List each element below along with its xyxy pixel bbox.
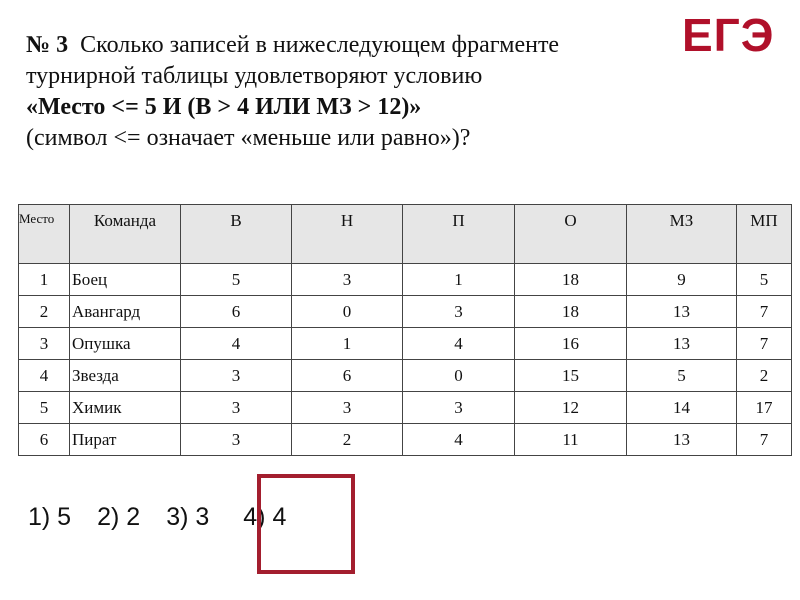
table-cell: 7 (736, 423, 792, 456)
table-cell: Опушка (69, 327, 181, 360)
table-cell: 1 (402, 263, 515, 296)
question-line-1: Сколько записей в нижеследующем фрагмент… (80, 32, 560, 58)
selected-answer-frame (257, 474, 355, 574)
table-row: 5 Химик 3 3 3 12 14 17 (18, 391, 792, 424)
tournament-table: Место Команда В Н П О МЗ МП 1 Боец 5 3 1 18 9 5 2 Аванга… (18, 204, 792, 456)
table-cell: 0 (291, 295, 403, 328)
table-cell: 13 (626, 295, 737, 328)
table-cell: 7 (736, 327, 792, 360)
table-cell: 3 (18, 327, 70, 360)
question-text: № 3 Сколько записей в нижеследующем фраг… (26, 30, 666, 154)
table-cell: 9 (626, 263, 737, 296)
answer-options: 1) 5 2) 2 3) 3 4) 4 (28, 503, 286, 532)
table-cell: 18 (514, 263, 627, 296)
table-cell: 14 (626, 391, 737, 424)
ege-logo: ЕГЭ (682, 9, 775, 61)
table-row: 3 Опушка 4 1 4 16 13 7 (18, 327, 792, 360)
table-cell: 15 (514, 359, 627, 392)
column-header: МЗ (626, 204, 737, 264)
table-cell: 2 (736, 359, 792, 392)
table-cell: 3 (180, 359, 292, 392)
table-cell: 18 (514, 295, 627, 328)
column-header: О (514, 204, 627, 264)
table-cell: 3 (402, 295, 515, 328)
table-cell: 2 (291, 423, 403, 456)
table-cell: 3 (180, 423, 292, 456)
table-cell: Звезда (69, 359, 181, 392)
answer-option-4[interactable]: 4) 4 (243, 503, 287, 531)
question-number: № 3 (26, 32, 69, 58)
answer-option-1[interactable]: 1) 5 (28, 503, 72, 531)
table-row: 6 Пират 3 2 4 11 13 7 (18, 423, 792, 456)
column-header: В (180, 204, 292, 264)
column-header: П (402, 204, 515, 264)
table-cell: 6 (180, 295, 292, 328)
table-cell: 11 (514, 423, 627, 456)
question-note: (символ <= означает «меньше или равно»)? (26, 125, 471, 151)
table-cell: Боец (69, 263, 181, 296)
table-cell: 3 (402, 391, 515, 424)
table-cell: 6 (18, 423, 70, 456)
question-line-2: турнирной таблицы удовлетворяют условию (26, 63, 483, 89)
table-cell: 5 (180, 263, 292, 296)
answer-option-2[interactable]: 2) 2 (97, 503, 141, 531)
table-cell: 12 (514, 391, 627, 424)
table-cell: 3 (180, 391, 292, 424)
question-condition: «Место <= 5 И (В > 4 ИЛИ МЗ > 12)» (26, 94, 422, 120)
table-cell: 13 (626, 423, 737, 456)
table-cell: 3 (291, 391, 403, 424)
table-cell: 16 (514, 327, 627, 360)
table-cell: Пират (69, 423, 181, 456)
table-cell: 5 (18, 391, 70, 424)
table-cell: Авангард (69, 295, 181, 328)
table-cell: 1 (18, 263, 70, 296)
column-header: Н (291, 204, 403, 264)
table-cell: 4 (180, 327, 292, 360)
table-cell: 4 (402, 327, 515, 360)
table-cell: 3 (291, 263, 403, 296)
table-cell: 17 (736, 391, 792, 424)
table-row: 2 Авангард 6 0 3 18 13 7 (18, 295, 792, 328)
answer-option-3[interactable]: 3) 3 (166, 503, 210, 531)
table-row: 1 Боец 5 3 1 18 9 5 (18, 263, 792, 296)
table-cell: 5 (626, 359, 737, 392)
table-cell: 13 (626, 327, 737, 360)
table-cell: 5 (736, 263, 792, 296)
table-cell: 1 (291, 327, 403, 360)
table-cell: 6 (291, 359, 403, 392)
table-cell: 0 (402, 359, 515, 392)
table-cell: Химик (69, 391, 181, 424)
table-cell: 2 (18, 295, 70, 328)
table-cell: 7 (736, 295, 792, 328)
table-cell: 4 (18, 359, 70, 392)
column-header: Команда (69, 204, 181, 264)
column-header: МП (736, 204, 792, 264)
table-row: 4 Звезда 3 6 0 15 5 2 (18, 359, 792, 392)
column-header: Место (18, 204, 70, 264)
table-cell: 4 (402, 423, 515, 456)
